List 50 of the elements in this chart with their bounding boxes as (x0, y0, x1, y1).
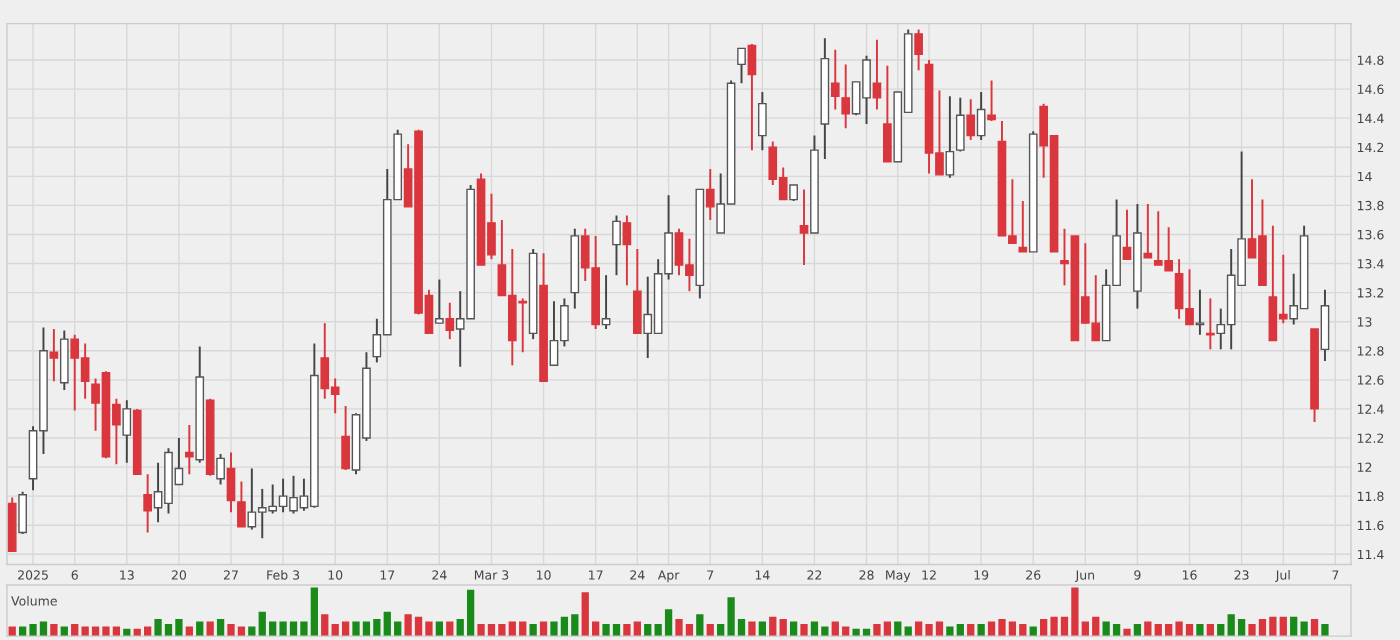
candlestick (1320, 288, 1330, 362)
bar (977, 623, 985, 637)
candlestick (632, 248, 642, 335)
candlestick (955, 96, 965, 153)
candlestick (1018, 200, 1028, 253)
candlestick (830, 48, 840, 111)
bar (50, 623, 58, 637)
candlestick (758, 91, 767, 152)
candlestick (737, 47, 746, 85)
candlestick (622, 214, 632, 287)
candlestick (1143, 202, 1153, 259)
bar (779, 619, 787, 637)
bar (321, 614, 329, 637)
bar (696, 614, 704, 637)
candlestick (976, 91, 986, 141)
candlestick (601, 274, 611, 330)
candlestick (122, 399, 132, 464)
candlestick (966, 98, 976, 141)
candlestick (914, 28, 923, 72)
candlestick (612, 214, 621, 277)
candlestick (49, 328, 59, 383)
candlestick (226, 451, 236, 514)
bar (529, 623, 537, 637)
candlestick (1122, 208, 1132, 261)
candlestick (184, 423, 194, 476)
candlestick (872, 38, 882, 111)
candlestick (747, 43, 757, 152)
candlestick (883, 64, 892, 163)
candlestick (945, 95, 955, 179)
candlestick (341, 405, 350, 471)
bar (1196, 623, 1204, 637)
candlestick (445, 301, 455, 341)
candlestick (841, 63, 851, 130)
bar (1123, 628, 1131, 637)
candlestick (18, 490, 27, 535)
candlestick (799, 188, 809, 266)
candlestick (237, 480, 246, 528)
bar (216, 619, 225, 637)
candlestick (7, 496, 17, 553)
candlestick (143, 473, 152, 534)
bar (800, 623, 808, 637)
candlestick (1195, 288, 1205, 336)
candlestick (435, 278, 444, 325)
bar (1310, 619, 1319, 637)
candlestick (987, 79, 996, 123)
candlestick (59, 329, 69, 391)
candlestick (705, 168, 715, 221)
candlestick (216, 453, 225, 486)
bar (748, 621, 756, 637)
bar (1321, 623, 1329, 637)
